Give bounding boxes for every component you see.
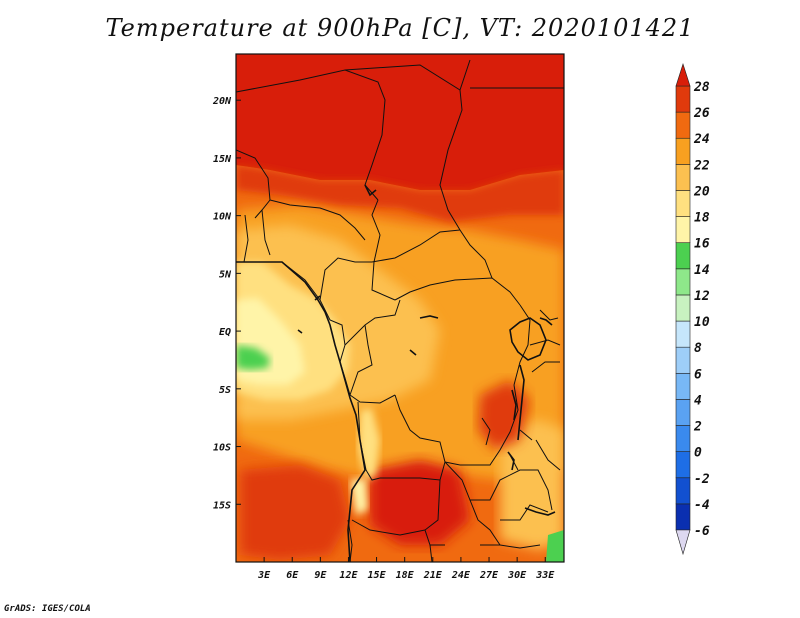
- colorbar-label: 6: [694, 367, 702, 382]
- latitude-axis: 20N 15N 10N 5N EQ 5S 10S 15S: [212, 96, 241, 511]
- colorbar-label: 14: [694, 263, 710, 278]
- colorbar-segment: [675, 320, 691, 348]
- x-tick-label: 24E: [451, 570, 471, 581]
- x-tick-label: 12E: [339, 570, 358, 581]
- y-tick-label: 15N: [213, 154, 232, 165]
- colorbar-label: 26: [693, 106, 710, 121]
- x-tick-label: 27E: [479, 570, 499, 581]
- colorbar-segment: [675, 294, 691, 322]
- colorbar-label: 22: [693, 158, 710, 173]
- x-tick-label: 15E: [368, 570, 387, 581]
- x-tick-label: 9E: [314, 570, 327, 581]
- colorbar-segment: [675, 477, 691, 505]
- y-tick-label: 5N: [219, 269, 232, 280]
- y-tick-label: EQ: [219, 327, 231, 338]
- colorbar-top-arrow: [675, 63, 691, 87]
- colorbar-label: -2: [694, 472, 710, 487]
- x-tick-label: 18E: [396, 570, 415, 581]
- colorbar-label: 10: [694, 315, 710, 330]
- colorbar-label: 4: [694, 393, 702, 408]
- colorbar-segment: [675, 85, 691, 113]
- map-title: Temperature at 900hPa [C], VT: 202010142…: [105, 14, 695, 42]
- colorbar-segment: [675, 242, 691, 270]
- x-tick-label: 30E: [507, 570, 527, 581]
- colorbar-segment: [675, 111, 691, 139]
- colorbar-label: 16: [694, 237, 710, 252]
- colorbar-label: 18: [694, 211, 710, 226]
- colorbar-segment: [675, 503, 691, 531]
- y-tick-label: 15S: [213, 500, 231, 511]
- colorbar-segment: [675, 372, 691, 400]
- colorbar-bottom-arrow: [675, 529, 691, 556]
- colorbar-label: 8: [694, 341, 702, 356]
- x-tick-label: 33E: [535, 570, 555, 581]
- colorbar-segment: [675, 425, 691, 452]
- colorbar-segment: [675, 137, 691, 165]
- colorbar-segment: [675, 190, 691, 217]
- colorbar-label: 24: [693, 132, 710, 147]
- colorbar-label: 0: [694, 446, 702, 461]
- colorbar-label: -4: [694, 498, 710, 513]
- y-tick-label: 10S: [213, 443, 231, 454]
- colorbar-segment: [675, 451, 691, 479]
- colorbar-segment: [675, 164, 691, 191]
- map-frame: [235, 53, 565, 563]
- colorbar-label: -6: [694, 524, 710, 539]
- credit-label: GrADS: IGES/COLA: [4, 604, 91, 614]
- colorbar-label: 20: [693, 184, 710, 199]
- colorbar-label: 12: [694, 289, 710, 304]
- y-tick-label: 20N: [212, 96, 232, 107]
- y-tick-label: 10N: [213, 212, 232, 223]
- x-tick-label: 6E: [286, 570, 299, 581]
- x-tick-label: 21E: [423, 570, 443, 581]
- colorbar-segment: [675, 268, 691, 296]
- colorbar-segment: [675, 346, 691, 374]
- colorbar-label: 2: [693, 420, 702, 435]
- y-tick-label: 5S: [219, 385, 231, 396]
- colorbar-segment: [675, 216, 691, 244]
- colorbar-segment: [675, 399, 691, 426]
- x-tick-label: 3E: [257, 570, 271, 581]
- temperature-field: [236, 54, 564, 562]
- coastline: [236, 184, 556, 562]
- colorbar-label: 28: [693, 80, 710, 95]
- longitude-axis: 3E 6E 9E 12E 15E 18E 21E 24E 27E 30E 33E: [257, 557, 555, 581]
